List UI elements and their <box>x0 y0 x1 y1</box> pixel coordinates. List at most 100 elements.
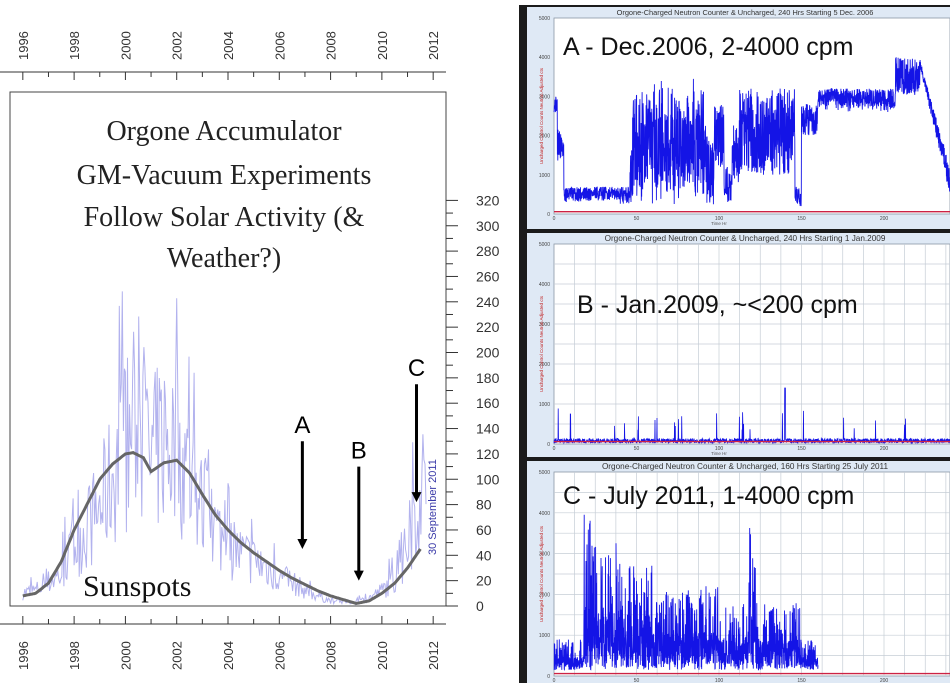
y-tick-label: 320 <box>476 192 500 208</box>
y-tick-label: 200 <box>476 345 500 361</box>
panel-y-tick-label: 5000 <box>539 242 550 248</box>
sunspot-smoothed-line <box>22 451 422 606</box>
sunspot-x-axis-bottom: 1996 1998 2000 2002 2004 2006 2008 2010 2012 <box>0 616 446 670</box>
top-x-tick-label: 2010 <box>375 31 390 60</box>
panel-y-tick-label: 5000 <box>539 470 550 476</box>
panel-x-tick-label: 200 <box>880 216 889 222</box>
top-x-tick-label: 1996 <box>16 31 31 60</box>
chart-title-line-2: GM-Vacuum Experiments <box>77 160 372 191</box>
panel-y-tick-label: 4000 <box>539 55 550 61</box>
panel-x-tick-label: 200 <box>880 446 889 452</box>
bottom-x-tick-label: 2004 <box>221 641 236 670</box>
arrow-A-head <box>297 538 308 549</box>
y-tick-label: 140 <box>476 421 500 437</box>
chart-title-line-4: Weather?) <box>167 243 281 274</box>
bottom-x-tick-label: 2002 <box>170 641 185 670</box>
panel-y-tick-label: 3000 <box>539 322 550 328</box>
bottom-x-tick-label: 1996 <box>16 641 31 670</box>
panel-y-tick-label: 1000 <box>539 173 550 179</box>
arrow-B-head <box>353 570 364 581</box>
panel-y-tick-label: 0 <box>547 442 550 448</box>
top-x-tick-label: 2006 <box>272 31 287 60</box>
panel-y-axis-label: Uncharged Control Counts Neutron Adjuste… <box>539 67 544 164</box>
sunspot-smoothed-series <box>22 451 422 606</box>
panel-x-tick-label: 0 <box>553 446 556 452</box>
panel-y-axis-label: Uncharged Control Counts Neutron Adjuste… <box>539 295 544 392</box>
panel-heading: C - July 2011, 1-4000 cpm <box>563 482 854 510</box>
panel-y-tick-label: 0 <box>547 674 550 680</box>
panel-y-axis-label: Uncharged Control Counts Neutron Adjuste… <box>539 525 544 622</box>
sunspot-chart: 1996 1998 2000 2002 2004 2006 2008 2010 2012 199… <box>0 31 500 670</box>
top-x-tick-label: 2004 <box>221 31 236 60</box>
bottom-x-tick-label: 1998 <box>67 641 82 670</box>
date-note: 30 September 2011 <box>427 459 439 555</box>
top-x-tick-label: 1998 <box>67 31 82 60</box>
y-tick-label: 20 <box>476 573 492 589</box>
panel-x-tick-label: 100 <box>715 216 724 222</box>
chart-title-line-1: Orgone Accumulator <box>106 116 342 147</box>
y-tick-label: 280 <box>476 243 500 259</box>
chart-title-line-3: Follow Solar Activity (& <box>84 202 365 233</box>
panel-b: 0 1000 2000 3000 4000 5000 0 50 100 150 200 Time Hr… <box>527 233 950 457</box>
sunspot-x-axis-top: 1996 1998 2000 2002 2004 2006 2008 2010 2012 <box>0 31 446 80</box>
panel-x-tick-label: 100 <box>715 446 724 452</box>
panel-x-tick-label: 200 <box>880 678 889 683</box>
y-tick-label: 100 <box>476 471 500 487</box>
bottom-x-tick-label: 2010 <box>375 641 390 670</box>
top-x-tick-label: 2012 <box>426 31 441 60</box>
bottom-x-tick-label: 2012 <box>426 641 441 670</box>
panel-title: Orgone-Charged Neutron Counter & Uncharg… <box>602 462 889 471</box>
arrow-C-head <box>411 492 422 503</box>
counter-series-line <box>553 57 950 207</box>
panel-y-tick-label: 0 <box>547 212 550 218</box>
y-tick-label: 180 <box>476 370 500 386</box>
y-tick-label: 240 <box>476 294 500 310</box>
top-x-tick-label: 2008 <box>324 31 339 60</box>
top-x-tick-label: 2002 <box>170 31 185 60</box>
panel-y-tick-label: 2000 <box>539 362 550 368</box>
panel-x-axis-label: Time Hr <box>711 221 727 226</box>
sunspot-plot-frame <box>9 91 447 607</box>
y-tick-label: 0 <box>476 598 484 614</box>
panel-heading: A - Dec.2006, 2-4000 cpm <box>563 33 853 61</box>
y-tick-label: 120 <box>476 446 500 462</box>
annotation-label-C: C <box>408 355 425 382</box>
sunspot-y-axis: 0 20 40 60 80 100 120 140 160 180 200 220 240 260 280 3… <box>446 192 500 614</box>
y-tick-label: 80 <box>476 497 492 513</box>
y-tick-label: 60 <box>476 522 492 538</box>
panel-x-tick-label: 150 <box>797 678 806 683</box>
panel-y-tick-label: 5000 <box>539 16 550 22</box>
panel-x-axis-label: Time Hr <box>711 451 727 456</box>
panel-y-tick-label: 2000 <box>539 134 550 140</box>
bottom-x-tick-label: 2008 <box>324 641 339 670</box>
y-tick-label: 40 <box>476 547 492 563</box>
y-tick-label: 260 <box>476 268 500 284</box>
panel-x-tick-label: 150 <box>797 446 806 452</box>
panel-y-tick-label: 4000 <box>539 511 550 517</box>
y-tick-label: 300 <box>476 218 500 234</box>
panel-x-tick-label: 0 <box>553 216 556 222</box>
annotation-label-B: B <box>351 438 367 465</box>
panel-x-tick-label: 100 <box>715 678 724 683</box>
panel-title: Orgone-Charged Neutron Counter & Uncharg… <box>605 234 886 243</box>
annotation-label-A: A <box>294 412 310 439</box>
panel-y-tick-label: 3000 <box>539 94 550 100</box>
panel-y-tick-label: 4000 <box>539 282 550 288</box>
y-tick-label: 220 <box>476 319 500 335</box>
panel-x-tick-label: 50 <box>634 216 640 222</box>
top-x-tick-label: 2000 <box>118 31 133 60</box>
panel-x-tick-label: 50 <box>634 446 640 452</box>
bottom-x-tick-label: 2006 <box>272 641 287 670</box>
panel-heading: B - Jan.2009, ~<200 cpm <box>577 291 858 319</box>
panel-x-tick-label: 150 <box>797 216 806 222</box>
panel-y-tick-label: 1000 <box>539 402 550 408</box>
panel-c: 0 1000 2000 3000 4000 5000 0 50 100 150 200 Uncharg… <box>527 461 950 683</box>
sunspot-annotations: A B C <box>294 355 425 581</box>
counter-series-line <box>553 514 819 671</box>
y-tick-label: 160 <box>476 395 500 411</box>
panel-title: Orgone-Charged Neutron Counter & Uncharg… <box>617 8 874 17</box>
bottom-x-tick-label: 2000 <box>118 641 133 670</box>
panel-y-tick-label: 3000 <box>539 552 550 558</box>
